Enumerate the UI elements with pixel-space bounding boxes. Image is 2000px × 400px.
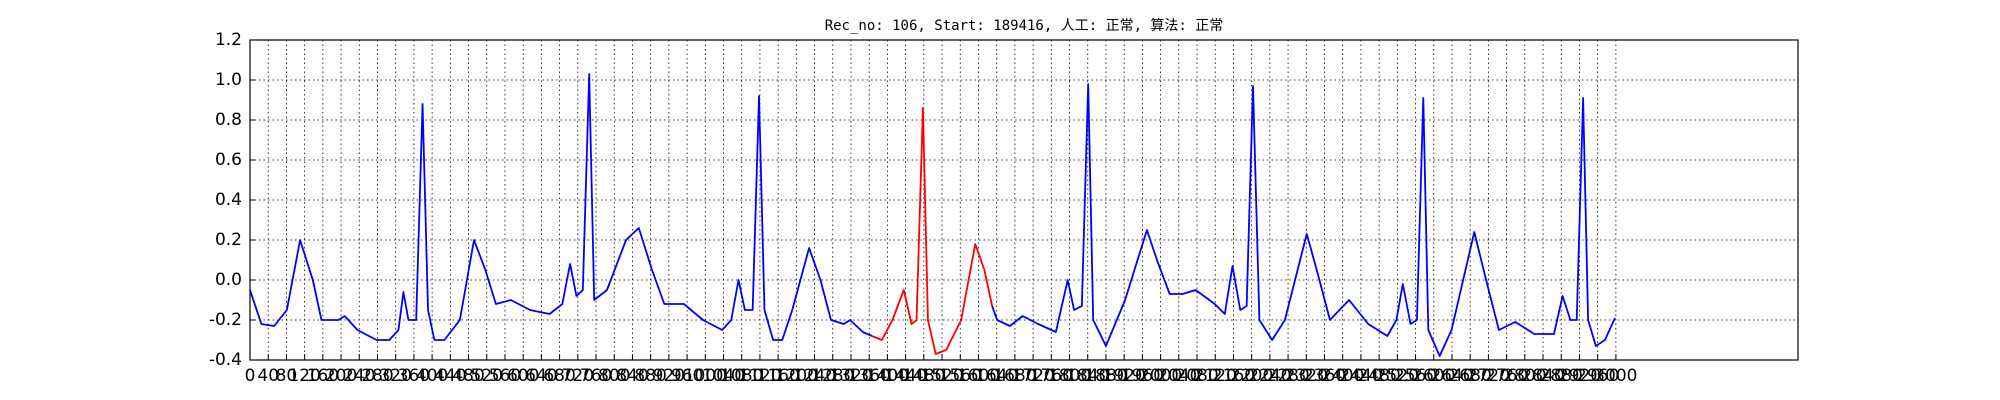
y-tick-label: 0.8 <box>215 110 242 130</box>
x-tick-label: 1640 <box>975 366 1018 386</box>
x-tick-label: 2840 <box>1521 366 1564 386</box>
x-tick-label: 2200 <box>1230 366 1273 386</box>
y-tick-label: 0.0 <box>215 270 242 290</box>
y-tick-label: -0.2 <box>209 310 242 330</box>
y-tick-label: -0.4 <box>209 350 242 370</box>
x-tick-label: 1960 <box>1121 366 1164 386</box>
y-tick-label: 0.2 <box>215 230 242 250</box>
x-tick-label: 1360 <box>848 366 891 386</box>
x-tick-label: 920 <box>653 366 685 386</box>
y-tick-label: 0.4 <box>215 190 242 210</box>
x-tick-label: 640 <box>525 366 557 386</box>
x-tick-label: 320 <box>379 366 411 386</box>
series-line <box>249 73 1616 357</box>
x-tick-label: 1840 <box>1066 366 1109 386</box>
x-tick-label: 960 <box>671 366 703 386</box>
x-tick-label: 1440 <box>884 366 927 386</box>
x-tick-label: 280 <box>361 366 393 386</box>
plot-frame <box>249 39 1799 361</box>
x-tick-label: 2160 <box>1212 366 1255 386</box>
x-tick-label: 1720 <box>1011 366 1054 386</box>
x-tick-label: 2000 <box>1139 366 1182 386</box>
x-tick-label: 2600 <box>1412 366 1455 386</box>
x-tick-label: 1240 <box>793 366 836 386</box>
x-tick-label: 1680 <box>993 366 1036 386</box>
x-tick-label: 2280 <box>1266 366 1309 386</box>
x-tick-label: 2080 <box>1175 366 1218 386</box>
x-tick-label: 1000 <box>684 366 727 386</box>
x-tick-label: 1480 <box>902 366 945 386</box>
y-tick-label: 0.6 <box>215 150 242 170</box>
x-tick-label: 2040 <box>1157 366 1200 386</box>
x-tick-label: 2880 <box>1540 366 1583 386</box>
x-tick-label: 1280 <box>811 366 854 386</box>
x-tick-label: 40 <box>257 366 279 386</box>
x-tick-label: 2920 <box>1558 366 1601 386</box>
x-tick-label: 880 <box>634 366 666 386</box>
x-tick-label: 2720 <box>1467 366 1510 386</box>
x-tick-label: 600 <box>507 366 539 386</box>
x-tick-label: 200 <box>325 366 357 386</box>
x-tick-label: 2800 <box>1503 366 1546 386</box>
x-tick-label: 2360 <box>1303 366 1346 386</box>
x-tick-label: 1800 <box>1048 366 1091 386</box>
x-tick-label: 760 <box>580 366 612 386</box>
x-tick-label: 720 <box>562 366 594 386</box>
x-tick-label: 1600 <box>957 366 1000 386</box>
x-tick-label: 2400 <box>1321 366 1364 386</box>
x-tick-label: 1400 <box>866 366 909 386</box>
x-tick-label: 1560 <box>939 366 982 386</box>
x-tick-label: 1520 <box>920 366 963 386</box>
x-tick-label: 2960 <box>1576 366 1619 386</box>
x-tick-label: 400 <box>416 366 448 386</box>
y-tick-label: 1.2 <box>215 30 242 50</box>
x-tick-label: 240 <box>343 366 375 386</box>
x-tick-label: 2680 <box>1449 366 1492 386</box>
x-tick-label: 2480 <box>1357 366 1400 386</box>
x-tick-label: 1200 <box>775 366 818 386</box>
x-tick-label: 2320 <box>1285 366 1328 386</box>
x-tick-label: 1320 <box>829 366 872 386</box>
x-tick-label: 2520 <box>1376 366 1419 386</box>
x-tick-label: 840 <box>616 366 648 386</box>
x-tick-label: 0 <box>245 366 256 386</box>
x-tick-label: 3000 <box>1594 366 1637 386</box>
x-tick-label: 1880 <box>1084 366 1127 386</box>
x-tick-label: 560 <box>489 366 521 386</box>
x-tick-label: 2560 <box>1394 366 1437 386</box>
x-tick-label: 80 <box>276 366 298 386</box>
chart-title: Rec_no: 106, Start: 189416, 人工: 正常, 算法: … <box>825 18 1224 34</box>
x-tick-label: 360 <box>398 366 430 386</box>
x-tick-label: 1760 <box>1030 366 1073 386</box>
x-tick-label: 2440 <box>1339 366 1382 386</box>
x-tick-label: 680 <box>543 366 575 386</box>
x-tick-label: 520 <box>471 366 503 386</box>
x-tick-label: 1040 <box>702 366 745 386</box>
x-tick-label: 1160 <box>757 366 800 386</box>
y-tick-label: 1.0 <box>215 70 242 90</box>
x-tick-label: 1120 <box>738 366 781 386</box>
x-tick-label: 120 <box>288 366 320 386</box>
x-tick-label: 2640 <box>1430 366 1473 386</box>
x-tick-label: 2240 <box>1248 366 1291 386</box>
x-tick-label: 440 <box>434 366 466 386</box>
x-tick-label: 800 <box>598 366 630 386</box>
series-line <box>871 107 994 355</box>
x-tick-label: 1080 <box>720 366 763 386</box>
x-tick-label: 2120 <box>1194 366 1237 386</box>
x-tick-label: 1920 <box>1103 366 1146 386</box>
x-tick-label: 480 <box>452 366 484 386</box>
x-tick-label: 160 <box>307 366 339 386</box>
x-tick-label: 2760 <box>1485 366 1528 386</box>
